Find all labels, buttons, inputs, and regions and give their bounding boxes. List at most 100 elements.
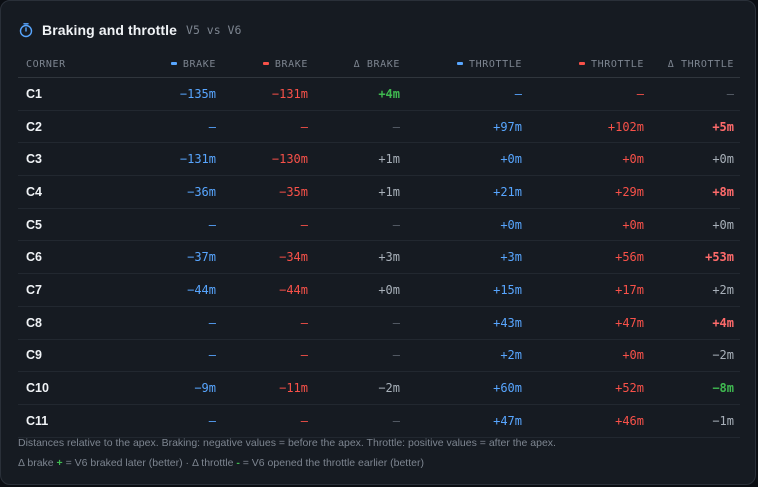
- table-header-row: CORNER BRAKE BRAKE Δ BRAKE THROTTLE THRO…: [18, 52, 740, 78]
- delta-brake-cell: –: [314, 208, 406, 242]
- brake-v5-cell: −44m: [122, 273, 222, 307]
- table-row: C1 −135m −131m +4m – – –: [18, 77, 740, 111]
- throttle-v5-cell: –: [406, 77, 528, 111]
- v5-swatch: [457, 61, 464, 65]
- brake-v5-cell: −131m: [122, 142, 222, 177]
- table-row: C8 – – – +43m +47m +4m: [18, 306, 740, 340]
- brake-v6-cell: −34m: [222, 240, 314, 275]
- delta-brake-cell: +1m: [314, 175, 406, 209]
- delta-throttle-cell: +0m: [650, 208, 740, 242]
- delta-brake-cell: +0m: [314, 273, 406, 307]
- table-row: C6 −37m −34m +3m +3m +56m +53m: [18, 240, 740, 275]
- corner-cell: C8: [18, 306, 122, 340]
- delta-throttle-cell: +4m: [650, 306, 740, 340]
- delta-throttle-cell: +53m: [650, 240, 740, 275]
- brake-v5-cell: −135m: [122, 77, 222, 111]
- delta-throttle-cell: +8m: [650, 175, 740, 209]
- throttle-v6-cell: +17m: [528, 273, 650, 307]
- corner-cell: C11: [18, 404, 122, 438]
- corner-cell: C6: [18, 240, 122, 275]
- throttle-v5-cell: +0m: [406, 142, 528, 177]
- brake-v5-cell: −37m: [122, 240, 222, 275]
- throttle-v5-cell: +21m: [406, 175, 528, 209]
- v5-swatch: [170, 61, 177, 65]
- brake-v5-cell: −9m: [122, 371, 222, 405]
- delta-brake-cell: −2m: [314, 371, 406, 405]
- col-brake-v5: BRAKE: [122, 52, 222, 78]
- delta-brake-cell: –: [314, 404, 406, 438]
- col-delta-throttle: Δ THROTTLE: [650, 52, 740, 78]
- brake-v6-cell: –: [222, 404, 314, 438]
- table-row: C11 – – – +47m +46m −1m: [18, 404, 740, 438]
- throttle-v6-cell: +56m: [528, 240, 650, 275]
- card-title: Braking and throttle: [42, 22, 178, 38]
- corner-cell: C1: [18, 77, 122, 111]
- brake-v5-cell: –: [122, 339, 222, 373]
- brake-v6-cell: –: [222, 339, 314, 373]
- table-row: C10 −9m −11m −2m +60m +52m −8m: [18, 371, 740, 405]
- delta-throttle-cell: +5m: [650, 110, 740, 144]
- v6-swatch: [262, 61, 269, 65]
- corner-cell: C7: [18, 273, 122, 307]
- card-header: Braking and throttle V5 vs V6: [18, 19, 241, 41]
- table-row: C4 −36m −35m +1m +21m +29m +8m: [18, 175, 740, 209]
- table-row: C2 – – – +97m +102m +5m: [18, 110, 740, 144]
- throttle-v5-cell: +43m: [406, 306, 528, 340]
- brake-v5-cell: –: [122, 404, 222, 438]
- throttle-v6-cell: +0m: [528, 208, 650, 242]
- table-row: C5 – – – +0m +0m +0m: [18, 208, 740, 242]
- delta-throttle-cell: –: [650, 77, 740, 111]
- col-throttle-v6: THROTTLE: [528, 52, 650, 78]
- corner-cell: C5: [18, 208, 122, 242]
- throttle-v6-cell: +102m: [528, 110, 650, 144]
- col-delta-brake: Δ BRAKE: [314, 52, 406, 78]
- brake-v5-cell: –: [122, 208, 222, 242]
- delta-throttle-cell: +2m: [650, 273, 740, 307]
- table-row: C3 −131m −130m +1m +0m +0m +0m: [18, 142, 740, 177]
- brake-v6-cell: –: [222, 110, 314, 144]
- table-row: C7 −44m −44m +0m +15m +17m +2m: [18, 273, 740, 307]
- throttle-v6-cell: +0m: [528, 339, 650, 373]
- delta-brake-cell: –: [314, 339, 406, 373]
- card-subtitle: V5 vs V6: [186, 23, 242, 37]
- corner-cell: C10: [18, 371, 122, 405]
- brake-v6-cell: −131m: [222, 77, 314, 111]
- col-throttle-v5: THROTTLE: [406, 52, 528, 78]
- brake-v6-cell: −35m: [222, 175, 314, 209]
- throttle-v6-cell: +46m: [528, 404, 650, 438]
- brake-v6-cell: −11m: [222, 371, 314, 405]
- stopwatch-icon: [18, 22, 34, 38]
- comparison-table: CORNER BRAKE BRAKE Δ BRAKE THROTTLE THRO…: [18, 52, 740, 438]
- brake-v5-cell: –: [122, 110, 222, 144]
- delta-brake-cell: +4m: [314, 77, 406, 111]
- corner-cell: C3: [18, 142, 122, 177]
- throttle-v6-cell: +47m: [528, 306, 650, 340]
- delta-throttle-cell: +0m: [650, 142, 740, 177]
- corner-cell: C9: [18, 339, 122, 373]
- delta-throttle-cell: −8m: [650, 371, 740, 405]
- delta-brake-cell: –: [314, 110, 406, 144]
- throttle-v6-cell: +0m: [528, 142, 650, 177]
- throttle-v5-cell: +15m: [406, 273, 528, 307]
- corner-cell: C2: [18, 110, 122, 144]
- throttle-v6-cell: +52m: [528, 371, 650, 405]
- throttle-v5-cell: +3m: [406, 240, 528, 275]
- brake-v6-cell: −130m: [222, 142, 314, 177]
- throttle-v5-cell: +47m: [406, 404, 528, 438]
- brake-v5-cell: −36m: [122, 175, 222, 209]
- throttle-v5-cell: +60m: [406, 371, 528, 405]
- delta-throttle-cell: −2m: [650, 339, 740, 373]
- delta-brake-cell: +3m: [314, 240, 406, 275]
- delta-brake-cell: +1m: [314, 142, 406, 177]
- throttle-v5-cell: +97m: [406, 110, 528, 144]
- footnote-legend: Δ brake + = V6 braked later (better) · Δ…: [18, 457, 424, 469]
- footnote-distances: Distances relative to the apex. Braking:…: [18, 437, 556, 449]
- v6-swatch: [579, 61, 586, 65]
- brake-v6-cell: –: [222, 306, 314, 340]
- table-row: C9 – – – +2m +0m −2m: [18, 339, 740, 373]
- throttle-v5-cell: +0m: [406, 208, 528, 242]
- col-brake-v6: BRAKE: [222, 52, 314, 78]
- brake-v6-cell: −44m: [222, 273, 314, 307]
- col-corner: CORNER: [18, 52, 122, 78]
